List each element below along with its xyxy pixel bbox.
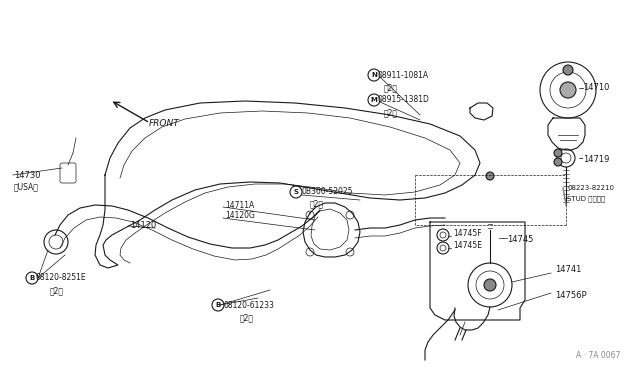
Text: （2）: （2） [384, 83, 398, 93]
Text: FRONT: FRONT [149, 119, 180, 128]
Text: 14741: 14741 [555, 266, 581, 275]
Text: 08120-61233: 08120-61233 [224, 301, 275, 310]
Text: 0B360-52025: 0B360-52025 [301, 187, 353, 196]
Text: 14745: 14745 [507, 235, 533, 244]
Text: 08223-82210: 08223-82210 [567, 185, 614, 191]
Text: 14120G: 14120G [225, 212, 255, 221]
Text: 08911-1081A: 08911-1081A [377, 71, 428, 80]
Circle shape [563, 65, 573, 75]
Text: （2）: （2） [384, 109, 398, 118]
Text: 14120: 14120 [130, 221, 156, 231]
Circle shape [486, 172, 494, 180]
Text: 14745E: 14745E [453, 241, 482, 250]
Circle shape [368, 94, 380, 106]
Text: 08120-8251E: 08120-8251E [36, 273, 86, 282]
Text: （2）: （2） [50, 286, 64, 295]
Circle shape [560, 82, 576, 98]
Text: （2）: （2） [240, 314, 254, 323]
Text: 14711A: 14711A [225, 201, 254, 209]
Circle shape [554, 149, 562, 157]
Text: M: M [371, 97, 378, 103]
Text: A · 7A 0067: A · 7A 0067 [575, 350, 620, 359]
Circle shape [212, 299, 224, 311]
Text: （2）: （2） [310, 199, 324, 208]
Circle shape [484, 279, 496, 291]
Circle shape [290, 186, 302, 198]
Text: B: B [216, 302, 221, 308]
Text: 14745F: 14745F [453, 230, 482, 238]
Circle shape [554, 158, 562, 166]
Circle shape [26, 272, 38, 284]
Text: STUD スタッド: STUD スタッド [567, 196, 605, 202]
Text: 14756P: 14756P [555, 291, 587, 299]
Circle shape [368, 69, 380, 81]
Text: 08915-1381D: 08915-1381D [377, 96, 429, 105]
Text: S: S [294, 189, 298, 195]
Text: （USA）: （USA） [14, 183, 39, 192]
Text: 14710: 14710 [583, 83, 609, 93]
Text: N: N [371, 72, 377, 78]
Text: 14719: 14719 [583, 155, 609, 164]
Text: B: B [29, 275, 35, 281]
Text: 14730: 14730 [14, 170, 40, 180]
